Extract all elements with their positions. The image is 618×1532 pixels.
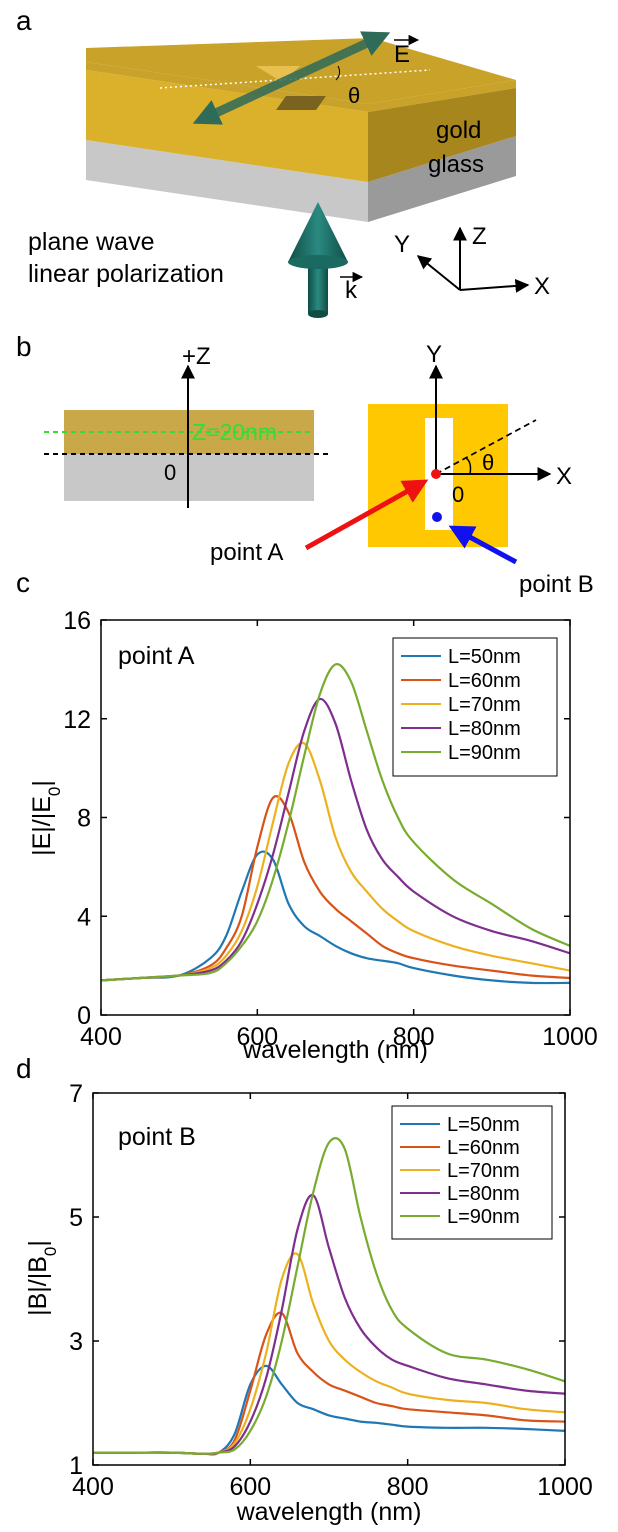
panel-d-letter: d — [16, 1053, 32, 1084]
panel-b-letter: b — [16, 331, 32, 362]
x-tick-label-c-3: 1000 — [542, 1023, 598, 1051]
panel-c-letter: c — [16, 567, 30, 598]
top-y-label: Y — [426, 341, 442, 368]
incident-shaft — [308, 260, 328, 314]
e-field-label: E — [394, 41, 410, 68]
triad-y-axis — [416, 255, 461, 291]
y-axis-label-d: |B|/|B0| — [24, 1240, 60, 1316]
e-field-arrow — [192, 31, 391, 125]
y-tick-label-d-3: 7 — [69, 1080, 83, 1108]
plot-frame-d — [92, 1092, 566, 1466]
point-a-label: point A — [210, 539, 283, 566]
triad-z-label: Z — [472, 223, 487, 250]
k-label: k — [345, 277, 358, 304]
x-axis-label-c: wavelength (nm) — [242, 1036, 428, 1064]
theta-dashed-line — [435, 419, 537, 475]
x-tick-label-d-3: 1000 — [537, 1473, 593, 1501]
point-a-marker — [431, 469, 441, 479]
y-tick-label-c-2: 8 — [77, 805, 91, 833]
triad-y-label: Y — [394, 231, 410, 258]
point-b-label: point B — [519, 571, 594, 598]
z20-label: Z=20nm — [192, 419, 277, 445]
glass-label: glass — [428, 151, 484, 178]
legend-label-c-4: L=90nm — [448, 742, 521, 764]
panel-a: a θ E gold glass plane wave linear polar… — [16, 5, 550, 318]
legend-label-d-1: L=60nm — [447, 1137, 520, 1159]
annotation-c: point A — [118, 642, 195, 670]
series-line-c-0 — [100, 850, 571, 985]
glass-layer-side — [368, 136, 516, 222]
source-line2: linear polarization — [28, 260, 224, 288]
series-line-c-2 — [100, 741, 571, 982]
x-tick-label-c-0: 400 — [80, 1023, 122, 1051]
gold-label: gold — [436, 117, 481, 144]
point-b-arrow — [448, 525, 518, 565]
panel-a-letter: a — [16, 5, 32, 36]
series-line-c-3 — [100, 697, 571, 982]
legend-label-d-4: L=90nm — [447, 1206, 520, 1228]
x-tick-label-d-2: 800 — [387, 1473, 429, 1501]
y-tick-label-c-4: 16 — [63, 607, 91, 635]
panel-b: b +Z Z=20nm 0 Y X θ 0 point A point B — [16, 331, 594, 598]
point-b-marker — [432, 512, 442, 522]
legend-label-d-2: L=70nm — [447, 1160, 520, 1182]
x-tick-label-d-1: 600 — [229, 1473, 271, 1501]
theta-arc-b — [465, 457, 472, 475]
legend-label-d-3: L=80nm — [447, 1183, 520, 1205]
chart-c: 400 600 800 1000 0 4 8 12 16 wavelength (nm) |E|/|… — [28, 607, 598, 1064]
theta-label-b: θ — [482, 450, 494, 475]
x-tick-label-c-1: 600 — [236, 1023, 278, 1051]
origin-left-label: 0 — [164, 460, 176, 485]
series-line-d-4 — [93, 1137, 566, 1455]
y-tick-label-d-1: 3 — [69, 1328, 83, 1356]
legend-label-c-2: L=70nm — [448, 694, 521, 716]
theta-arc — [335, 65, 341, 81]
y-tick-label-c-0: 0 — [77, 1002, 91, 1030]
incident-cone — [288, 202, 348, 262]
incident-shaft-base — [308, 310, 328, 318]
y-tick-label-d-2: 5 — [69, 1204, 83, 1232]
series-line-c-4 — [100, 663, 571, 982]
incident-cone-base — [288, 255, 348, 269]
source-line1: plane wave — [28, 228, 154, 256]
y-tick-label-d-0: 1 — [69, 1452, 83, 1480]
x-tick-label-c-2: 800 — [393, 1023, 435, 1051]
y-axis-label-c: |E|/|E0| — [28, 780, 64, 856]
gold-layer-side — [368, 88, 516, 182]
point-a-arrow — [304, 479, 429, 551]
triad-x-axis — [459, 278, 530, 293]
legend-label-c-1: L=60nm — [448, 670, 521, 692]
annotation-d: point B — [118, 1123, 196, 1151]
glass-layer-front — [86, 140, 368, 222]
y-tick-label-c-1: 4 — [77, 903, 91, 931]
plus-z-label: +Z — [182, 343, 211, 370]
series-line-c-1 — [100, 795, 571, 982]
x-axis-label-d: wavelength (nm) — [236, 1498, 422, 1526]
triad-x-label: X — [534, 273, 550, 300]
gold-layer-front — [86, 70, 368, 182]
series-line-d-0 — [93, 1364, 566, 1456]
gold-top-surface — [86, 62, 516, 112]
series-line-d-2 — [93, 1252, 566, 1455]
y-tick-label-c-3: 12 — [63, 706, 91, 734]
x-tick-label-d-0: 400 — [72, 1473, 114, 1501]
legend-label-c-3: L=80nm — [448, 718, 521, 740]
legend-label-d-0: L=50nm — [447, 1114, 520, 1136]
legend-label-c-0: L=50nm — [448, 646, 521, 668]
top-x-label: X — [556, 463, 572, 490]
chart-d: 400 600 800 1000 1 3 5 7 wavelength (nm) |B|/|B0|… — [24, 1080, 593, 1526]
series-line-d-1 — [93, 1311, 566, 1456]
origin-right-label: 0 — [452, 482, 464, 507]
theta-label-a: θ — [348, 83, 360, 108]
